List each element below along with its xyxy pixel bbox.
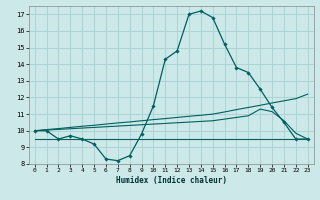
X-axis label: Humidex (Indice chaleur): Humidex (Indice chaleur) bbox=[116, 176, 227, 185]
